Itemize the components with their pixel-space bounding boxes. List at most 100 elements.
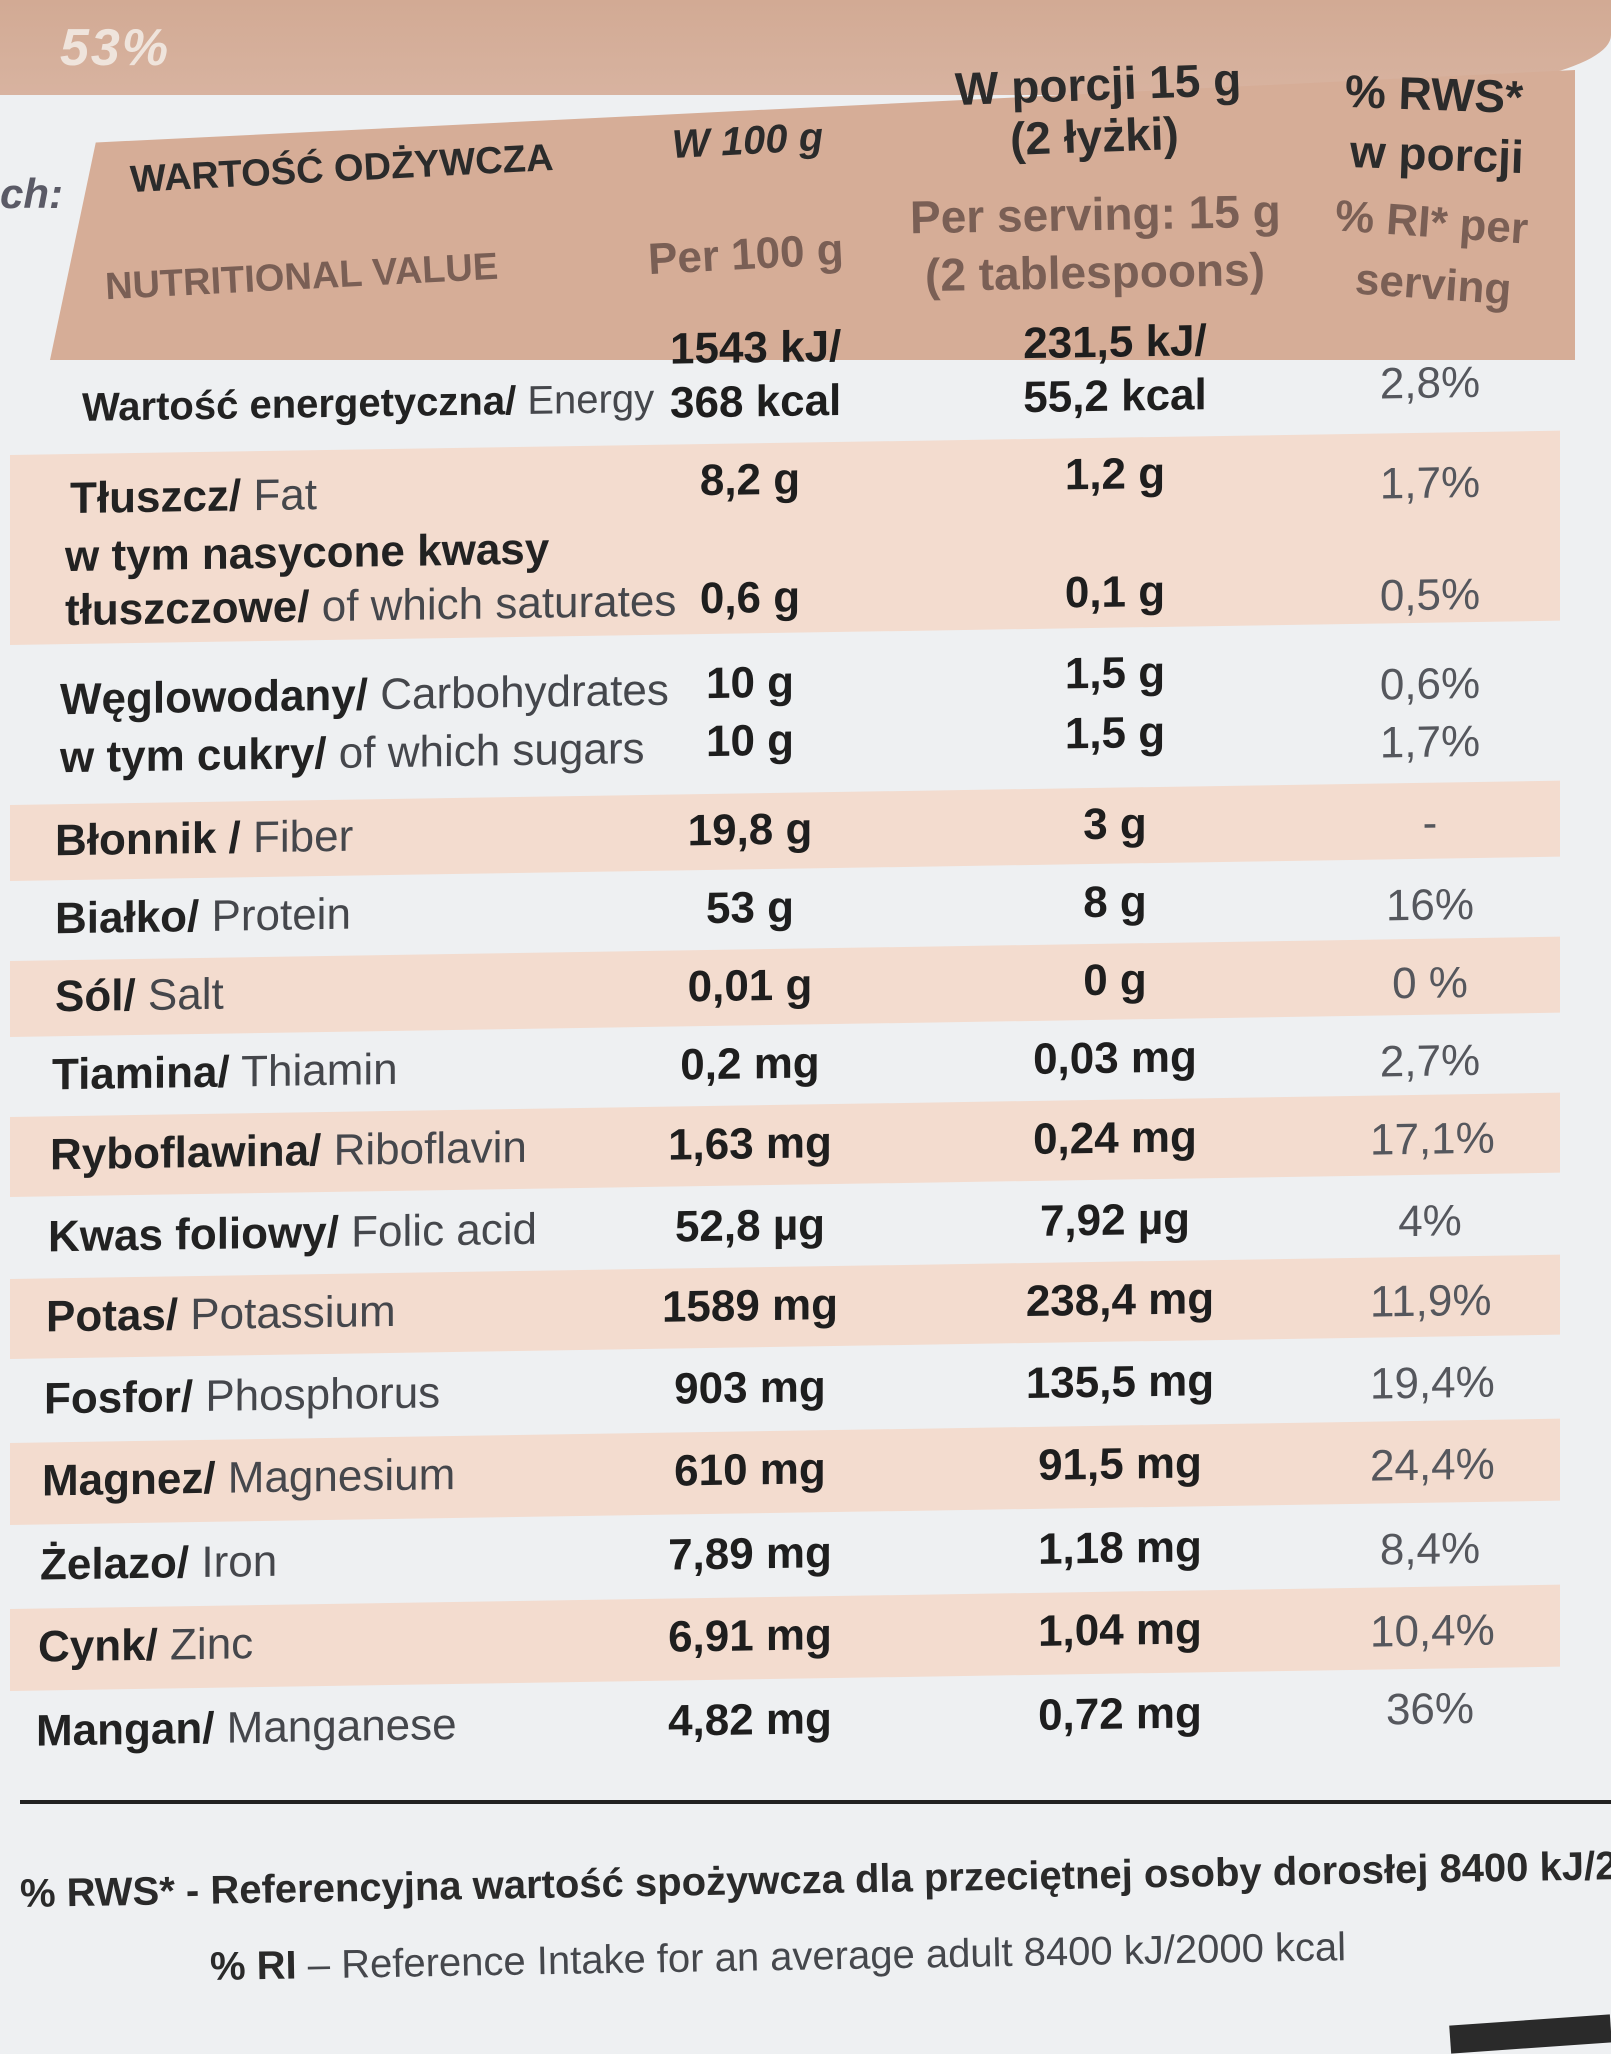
row-label-pl: Ryboflawina/ <box>50 1126 322 1180</box>
row-label: w tym cukry/ of which sugars <box>60 724 645 783</box>
header-col4-pl-2: w porcji <box>1349 124 1525 184</box>
value-per-100g: 19,8 g <box>687 804 813 856</box>
footnote-ri-abbr: % RI <box>209 1943 298 1989</box>
row-label-pl: Wartość energetyczna/ <box>82 379 517 430</box>
row-label-en: Phosphorus <box>193 1368 441 1422</box>
row-label-en: Zinc <box>157 1619 254 1670</box>
row-label: Ryboflawina/ Riboflavin <box>50 1123 527 1180</box>
header-col4-pl-1: % RWS* <box>1344 64 1524 124</box>
value-per-serving: 1,5 g <box>1064 647 1166 699</box>
row-label: Tłuszcz/ Fat <box>70 470 317 524</box>
row-label-en: of which saturates <box>309 576 677 632</box>
top-color-band: 53% <box>0 0 1611 95</box>
value-per-serving: 1,18 mg <box>1038 1522 1202 1574</box>
header-col3-en-1: Per serving: 15 g <box>909 184 1282 244</box>
value-per-100g: 52,8 µg <box>674 1200 826 1252</box>
value-per-serving: 3 g <box>1083 799 1147 850</box>
row-label: Kwas foliowy/ Folic acid <box>48 1205 537 1263</box>
value-ri: 19,4% <box>1370 1357 1495 1409</box>
value-ri: 1,7% <box>1379 457 1481 509</box>
row-label-en: Fat <box>241 470 317 521</box>
value-per-100g: 6,91 mg <box>668 1610 832 1662</box>
row-label-pl: Żelazo/ <box>40 1538 190 1590</box>
value-per-serving: 0,03 mg <box>1033 1032 1197 1084</box>
value-ri: 8,4% <box>1379 1523 1481 1575</box>
value-per-100g: 1,63 mg <box>668 1118 832 1170</box>
value-per-serving: 1,2 g <box>1064 448 1166 500</box>
table-row-energy: Wartość energetyczna/ Energy 1543 kJ/ 36… <box>10 311 1560 450</box>
row-label: Fosfor/ Phosphorus <box>44 1368 440 1424</box>
row-label: Białko/ Protein <box>55 890 351 945</box>
row-label-en: Folic acid <box>338 1204 538 1257</box>
row-label: Błonnik / Fiber <box>55 812 353 867</box>
value-per-serving: 0 g <box>1083 955 1147 1006</box>
row-label-en: Thiamin <box>229 1044 398 1097</box>
value-per-serving: 7,92 µg <box>1039 1194 1191 1246</box>
value-ri: 10,4% <box>1370 1605 1495 1657</box>
value-ri: - <box>1422 798 1438 848</box>
footnote-ri-text: – Reference Intake for an average adult … <box>296 1925 1347 1988</box>
value-ri: 1,7% <box>1379 716 1481 768</box>
value-per-100g: 7,89 mg <box>668 1528 832 1580</box>
row-label-pl: Potas/ <box>46 1290 179 1342</box>
value-ri: 11,9% <box>1370 1275 1492 1327</box>
row-label-pl: Tłuszcz/ <box>70 471 242 524</box>
value-ri: 2,7% <box>1379 1035 1481 1087</box>
row-label-pl: Kwas foliowy/ <box>48 1207 339 1262</box>
value-ri: 0 % <box>1392 958 1468 1009</box>
top-percent-text: 53% <box>60 19 171 77</box>
value-per-100g: 0,2 mg <box>680 1038 820 1090</box>
value-per-serving: 0,24 mg <box>1033 1112 1197 1164</box>
row-label-pl: Fosfor/ <box>44 1372 194 1424</box>
value-per-100g: 10 g <box>705 657 795 709</box>
value-ri: 36% <box>1385 1684 1475 1735</box>
value-per-serving-kj: 231,5 kJ/ <box>1023 316 1207 369</box>
value-per-100g: 903 mg <box>674 1362 826 1414</box>
value-ri: 0,6% <box>1379 658 1481 710</box>
row-label-pl-line1: w tym nasycone kwasy <box>65 524 550 582</box>
footnote-rws: % RWS* - Referencyjna wartość spożywcza … <box>19 1841 1611 1916</box>
row-label-pl: Błonnik / <box>55 813 241 866</box>
value-per-serving: 1,5 g <box>1064 707 1166 759</box>
value-per-100g-kj: 1543 kJ/ <box>670 321 842 374</box>
row-label-pl: tłuszczowe/ <box>65 582 310 636</box>
row-label-pl: w tym cukry/ <box>60 729 327 783</box>
footnote-ri: % RI – Reference Intake for an average a… <box>210 1925 1347 1990</box>
value-per-100g: 53 g <box>705 882 795 934</box>
row-label-pl: Węglowodany/ <box>60 670 368 725</box>
value-ri: 2,8% <box>1379 357 1481 409</box>
row-label: Cynk/ Zinc <box>38 1619 253 1672</box>
row-label: Mangan/ Manganese <box>36 1700 457 1757</box>
row-label-en: Protein <box>199 889 351 942</box>
value-ri: 16% <box>1385 880 1475 931</box>
header-col3-pl-1: W porcji 15 g <box>954 53 1243 115</box>
table-bottom-rule <box>20 1800 1611 1804</box>
row-label: Potas/ Potassium <box>46 1287 396 1342</box>
row-label: Tiamina/ Thiamin <box>52 1045 398 1100</box>
value-per-serving: 238,4 mg <box>1025 1274 1215 1327</box>
row-label-pl: Mangan/ <box>36 1703 215 1756</box>
row-label: Żelazo/ Iron <box>40 1537 277 1591</box>
value-per-100g: 4,82 mg <box>668 1694 832 1746</box>
value-per-100g: 0,01 g <box>687 960 813 1012</box>
table-row-carbohydrates: Węglowodany/ Carbohydrates 10 g 1,5 g 0,… <box>10 638 1560 792</box>
row-label: Węglowodany/ Carbohydrates <box>60 666 669 726</box>
row-label-en: of which sugars <box>326 724 645 779</box>
row-label-en: Iron <box>189 1536 278 1588</box>
value-ri: 4% <box>1398 1196 1462 1247</box>
value-per-100g: 1589 mg <box>661 1279 839 1332</box>
row-label-pl: Białko/ <box>55 892 200 944</box>
row-label-en: Energy <box>516 376 655 424</box>
value-per-100g: 0,6 g <box>699 572 801 624</box>
header-col2-en: Per 100 g <box>646 224 845 285</box>
row-label-en: Salt <box>135 969 224 1021</box>
row-label-pl: Tiamina/ <box>52 1047 230 1100</box>
header-col3-pl-2: (2 łyżki) <box>1009 107 1180 165</box>
value-per-serving: 1,04 mg <box>1038 1604 1202 1656</box>
value-per-serving: 91,5 mg <box>1038 1438 1202 1490</box>
row-label-pl: Cynk/ <box>38 1620 158 1672</box>
value-ri: 0,5% <box>1379 569 1481 621</box>
value-per-100g-kcal: 368 kcal <box>670 375 842 428</box>
table-row-fat: Tłuszcz/ Fat 8,2 g 1,2 g 1,7% w tym nasy… <box>10 430 1560 645</box>
value-per-serving: 0,72 mg <box>1038 1688 1202 1740</box>
